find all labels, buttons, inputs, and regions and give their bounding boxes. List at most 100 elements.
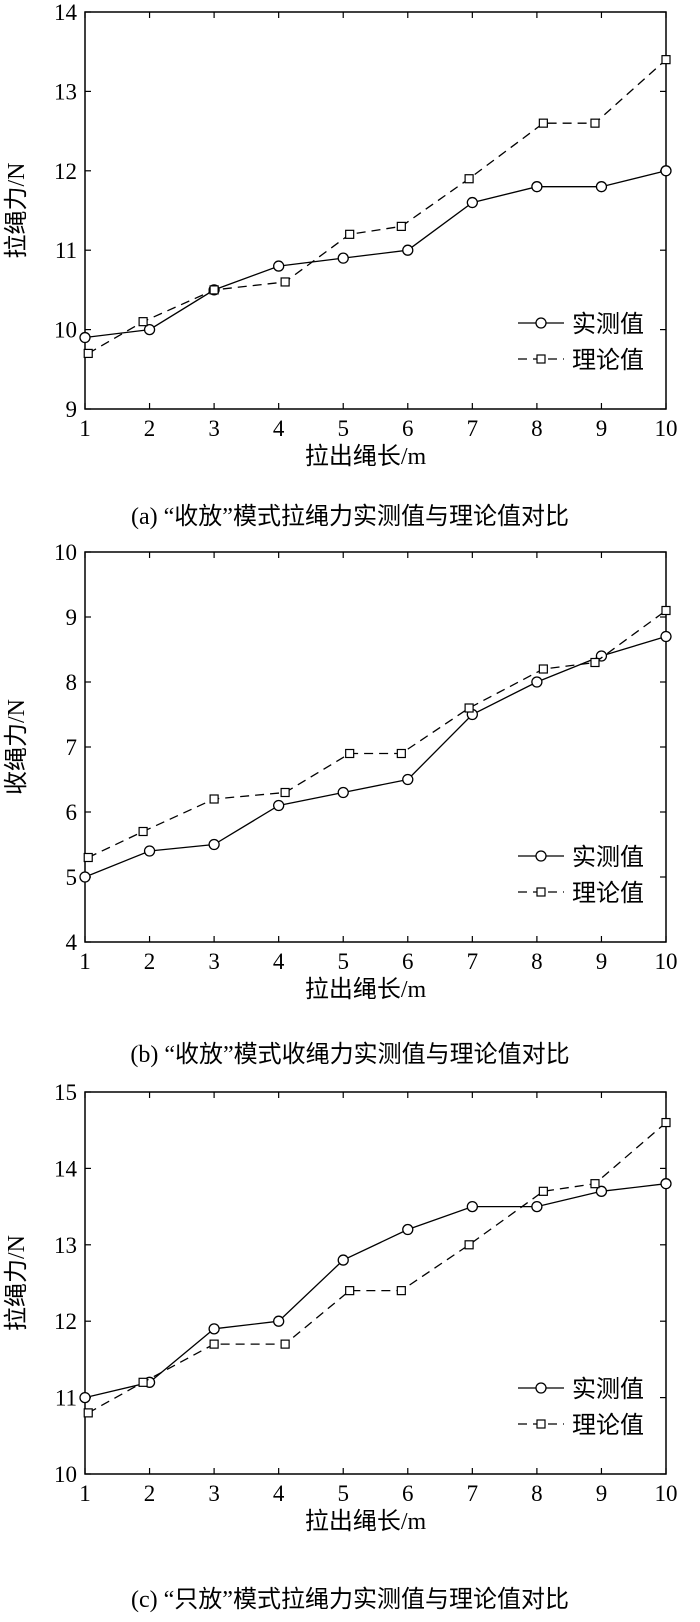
data-point-measured [531,1200,543,1213]
y-tick-label: 10 [54,1462,77,1487]
y-tick-label: 15 [54,1080,77,1105]
data-point-theoretical [538,1186,548,1196]
legend-marker [535,317,547,329]
x-tick-label: 7 [467,416,479,441]
data-point-theoretical [345,748,355,759]
data-point-theoretical [590,657,600,668]
data-point-measured [79,871,91,883]
x-tick-label: 8 [531,949,543,974]
data-point-measured [273,260,285,272]
x-tick-label: 1 [79,416,91,441]
data-point-measured [660,1178,672,1190]
data-point-theoretical [83,852,93,863]
y-tick-label: 6 [66,800,78,825]
data-point-theoretical [280,787,290,798]
legend-label: 实测值 [572,844,644,871]
legend-label: 实测值 [572,1376,644,1403]
data-point-measured [660,630,672,643]
data-point-measured [337,1254,349,1266]
x-tick-label: 3 [208,1481,220,1506]
y-tick-label: 11 [55,238,77,263]
plot-frame [84,1091,667,1475]
series-line-2 [87,1122,667,1414]
chart-caption: (a) “收放”模式拉绳力实测值与理论值对比 [131,504,569,530]
data-point-measured [595,181,608,193]
data-point-theoretical [538,118,548,128]
x-tick-label: 5 [337,416,349,441]
data-point-measured [402,1223,414,1236]
x-tick-label: 3 [208,416,220,441]
data-point-theoretical [209,285,219,295]
x-axis-label: 拉出绳长/m [305,976,427,1003]
x-tick-label: 4 [273,949,285,974]
data-point-measured [531,181,543,193]
y-tick-label: 5 [66,865,78,890]
x-tick-label: 9 [596,1481,608,1506]
x-tick-label: 5 [337,1481,349,1506]
x-tick-label: 7 [467,1481,479,1506]
data-point-theoretical [209,794,219,804]
x-tick-label: 10 [655,949,678,974]
series-line-2 [87,59,667,354]
data-point-theoretical [396,748,406,759]
data-point-measured [208,1323,220,1335]
series-line-1 [84,1183,667,1399]
x-tick-label: 1 [79,949,91,974]
x-tick-label: 1 [79,1481,91,1506]
x-tick-label: 8 [531,1481,543,1506]
y-tick-label: 10 [54,540,77,565]
x-tick-label: 8 [531,416,543,441]
data-point-measured [402,244,414,256]
data-point-measured [337,786,349,799]
x-tick-label: 6 [402,1481,414,1506]
data-point-measured [79,1391,91,1404]
data-point-theoretical [464,1240,474,1250]
x-tick-label: 2 [144,949,156,974]
data-point-measured [466,1200,478,1213]
x-tick-label: 10 [655,1481,678,1506]
data-point-measured [337,252,349,264]
data-point-theoretical [83,348,93,359]
y-tick-label: 4 [66,930,78,955]
y-tick-label: 12 [54,159,77,184]
legend-marker [536,1419,546,1429]
y-tick-label: 10 [54,318,77,343]
data-point-theoretical [280,277,290,287]
x-tick-label: 4 [273,416,285,441]
chart-caption: (b) “收放”模式收绳力实测值与理论值对比 [130,1042,570,1068]
legend-marker [536,354,546,364]
x-tick-label: 9 [596,949,608,974]
data-point-measured [402,773,414,786]
chart-panel-a: 1 2 3 4 5 6 7 8 9 10 9 10 11 12 13 14 拉出绳长/m 拉绳力/N 实测值 理论值 … [0,0,700,540]
y-tick-label: 9 [66,605,78,630]
y-tick-label: 14 [54,0,78,25]
data-point-theoretical [138,1377,148,1387]
legend-label: 理论值 [572,1412,644,1439]
x-tick-label: 4 [273,1481,285,1506]
data-point-measured [273,799,285,812]
x-tick-label: 2 [144,1481,156,1506]
y-tick-label: 9 [66,397,78,422]
y-tick-label: 14 [54,1156,78,1181]
y-tick-label: 8 [66,670,78,695]
data-point-theoretical [138,826,148,837]
x-tick-label: 2 [144,416,156,441]
data-point-measured [660,165,672,177]
data-point-theoretical [396,221,406,231]
data-point-theoretical [661,605,671,616]
y-axis-label: 拉绳力/N [3,163,30,259]
data-point-theoretical [83,1408,93,1418]
chart-panel-b: 1 2 3 4 5 6 7 8 9 10 4 5 6 7 8 9 10 拉出绳长/m 收绳力/N 实测值 理论值 (b)… [0,540,700,1080]
data-point-theoretical [464,703,474,713]
data-point-theoretical [209,1339,219,1349]
y-axis-label: 拉绳力/N [3,1235,30,1331]
y-tick-label: 13 [54,79,77,104]
data-point-theoretical [280,1339,290,1349]
data-point-measured [595,1185,608,1197]
x-tick-label: 7 [467,949,479,974]
y-axis-label: 收绳力/N [3,699,30,795]
legend-marker [535,1382,547,1394]
